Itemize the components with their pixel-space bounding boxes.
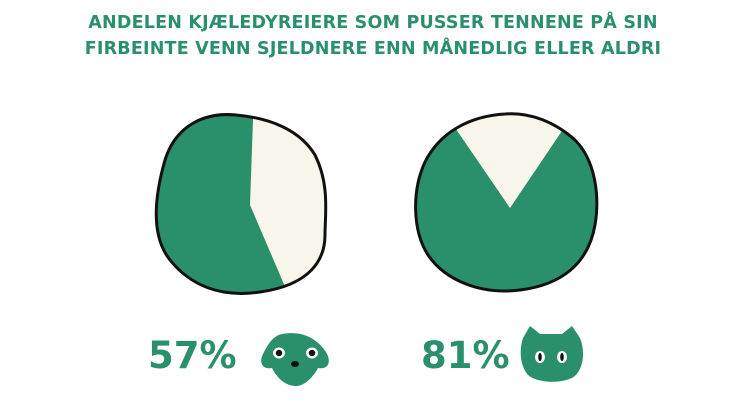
cat-face-icon (520, 326, 584, 382)
dog-pie-chart (154, 113, 328, 295)
chart-title-line-2: FIRBEINTE VENN SJELDNERE ENN MÅNEDLIG EL… (84, 39, 662, 59)
dog-percentage-label: 57% (148, 334, 237, 377)
cat-pie-outline (414, 112, 599, 293)
cat-percentage-label: 81% (421, 334, 510, 377)
chart-title: ANDELEN KJÆLEDYREIERE SOM PUSSER TENNENE… (0, 10, 746, 62)
dog-face-icon (261, 333, 329, 386)
chart-title-line-1: ANDELEN KJÆLEDYREIERE SOM PUSSER TENNENE… (88, 13, 658, 33)
dog-pie-slice-value (156, 114, 326, 294)
dog-pie-outline (154, 113, 328, 295)
cat-pie-chart (414, 112, 599, 293)
cat-pie-slice-value (415, 113, 597, 291)
